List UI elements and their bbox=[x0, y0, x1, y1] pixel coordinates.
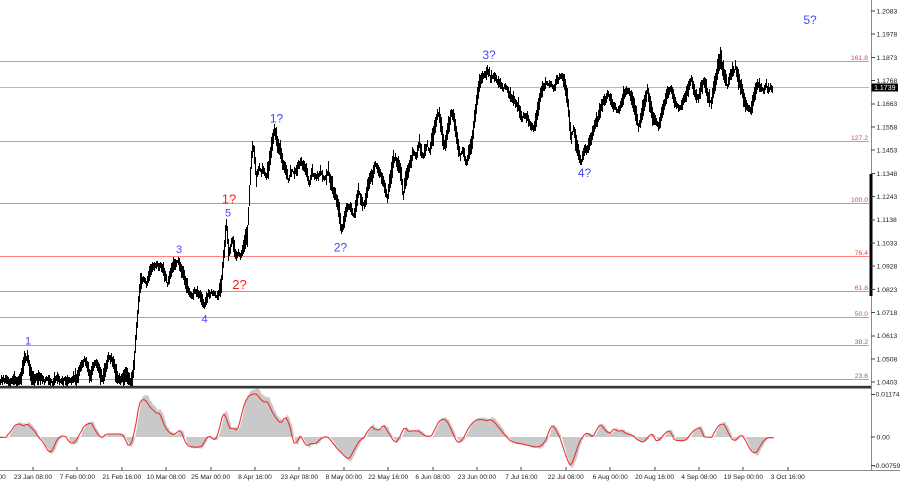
svg-text:6 Jun 08:00: 6 Jun 08:00 bbox=[415, 474, 450, 481]
svg-text:6 Aug 00:00: 6 Aug 00:00 bbox=[593, 474, 629, 481]
svg-text:3 Oct 16:00: 3 Oct 16:00 bbox=[771, 474, 805, 481]
svg-text:2?: 2? bbox=[232, 277, 246, 292]
svg-text:100.0: 100.0 bbox=[851, 197, 868, 204]
svg-text:1.0823: 1.0823 bbox=[877, 287, 898, 294]
svg-text:23 Jun 00:00: 23 Jun 00:00 bbox=[458, 474, 496, 481]
svg-text:1.0718: 1.0718 bbox=[877, 310, 898, 317]
svg-text:1.0403: 1.0403 bbox=[877, 380, 898, 387]
svg-text:38.2: 38.2 bbox=[855, 339, 868, 346]
svg-text:1?: 1? bbox=[222, 192, 236, 207]
svg-text:0.01174: 0.01174 bbox=[876, 392, 900, 399]
svg-text:21 Feb 16:00: 21 Feb 16:00 bbox=[102, 474, 141, 481]
svg-text:1.0928: 1.0928 bbox=[877, 264, 898, 271]
svg-text:76.4: 76.4 bbox=[855, 250, 868, 257]
svg-text:1.0508: 1.0508 bbox=[877, 356, 898, 363]
svg-text:23 Jan 08:00: 23 Jan 08:00 bbox=[14, 474, 52, 481]
svg-text:1.1663: 1.1663 bbox=[877, 101, 898, 108]
svg-text:0.00: 0.00 bbox=[877, 434, 890, 441]
svg-text:1.0613: 1.0613 bbox=[877, 333, 898, 340]
svg-text:3: 3 bbox=[176, 244, 182, 256]
svg-text:1?: 1? bbox=[270, 112, 284, 126]
svg-text:1.1033: 1.1033 bbox=[877, 240, 898, 247]
svg-text:50.0: 50.0 bbox=[855, 311, 868, 318]
svg-text:10 Mar 08:00: 10 Mar 08:00 bbox=[147, 474, 186, 481]
svg-text:1.1768: 1.1768 bbox=[877, 78, 898, 85]
svg-text:23 Apr 08:00: 23 Apr 08:00 bbox=[281, 474, 319, 481]
svg-text:5: 5 bbox=[225, 208, 231, 220]
svg-text:-0.00759: -0.00759 bbox=[874, 463, 900, 470]
svg-text:4?: 4? bbox=[578, 166, 592, 180]
svg-text:8 Jan 16:00: 8 Jan 16:00 bbox=[0, 474, 6, 481]
svg-text:22 May 16:00: 22 May 16:00 bbox=[368, 474, 408, 481]
svg-text:1.1348: 1.1348 bbox=[877, 171, 898, 178]
svg-text:1.1243: 1.1243 bbox=[877, 194, 898, 201]
svg-text:25 Mar 00:00: 25 Mar 00:00 bbox=[191, 474, 230, 481]
svg-text:5?: 5? bbox=[803, 13, 817, 27]
svg-text:1.1558: 1.1558 bbox=[877, 124, 898, 131]
svg-text:1.1873: 1.1873 bbox=[877, 55, 898, 62]
svg-text:61.8: 61.8 bbox=[855, 285, 868, 292]
svg-text:7 Jul 16:00: 7 Jul 16:00 bbox=[505, 474, 538, 481]
svg-text:19 Sep 00:00: 19 Sep 00:00 bbox=[724, 474, 764, 481]
svg-text:3?: 3? bbox=[482, 48, 496, 62]
svg-text:1: 1 bbox=[25, 336, 31, 348]
svg-text:8 May 00:00: 8 May 00:00 bbox=[326, 474, 363, 481]
svg-text:1.1739: 1.1739 bbox=[874, 85, 896, 92]
svg-text:127.2: 127.2 bbox=[851, 135, 868, 142]
svg-text:23.6: 23.6 bbox=[855, 373, 868, 380]
svg-text:7 Feb 00:00: 7 Feb 00:00 bbox=[60, 474, 96, 481]
svg-text:1.1978: 1.1978 bbox=[877, 32, 898, 39]
svg-text:1.1138: 1.1138 bbox=[877, 217, 898, 224]
svg-text:161.8: 161.8 bbox=[851, 55, 868, 62]
svg-text:1.2083: 1.2083 bbox=[877, 8, 898, 15]
svg-text:4 Sep 08:00: 4 Sep 08:00 bbox=[681, 474, 717, 481]
svg-text:1.1453: 1.1453 bbox=[877, 148, 898, 155]
svg-text:4: 4 bbox=[201, 314, 207, 326]
svg-text:20 Aug 16:00: 20 Aug 16:00 bbox=[635, 474, 674, 481]
svg-text:8 Apr 16:00: 8 Apr 16:00 bbox=[238, 474, 272, 481]
svg-text:22 Jul 08:00: 22 Jul 08:00 bbox=[548, 474, 584, 481]
svg-text:2?: 2? bbox=[334, 241, 348, 255]
